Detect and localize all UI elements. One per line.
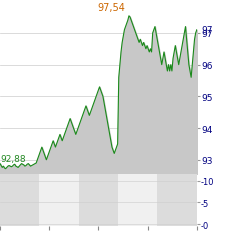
Text: 97: 97 [201, 26, 213, 35]
Text: 97,54: 97,54 [97, 3, 125, 13]
Bar [0, 174, 39, 226]
Bar [118, 174, 157, 226]
Bar [79, 174, 118, 226]
Text: 92,88: 92,88 [0, 154, 26, 163]
Bar [157, 174, 197, 226]
Bar [39, 174, 79, 226]
